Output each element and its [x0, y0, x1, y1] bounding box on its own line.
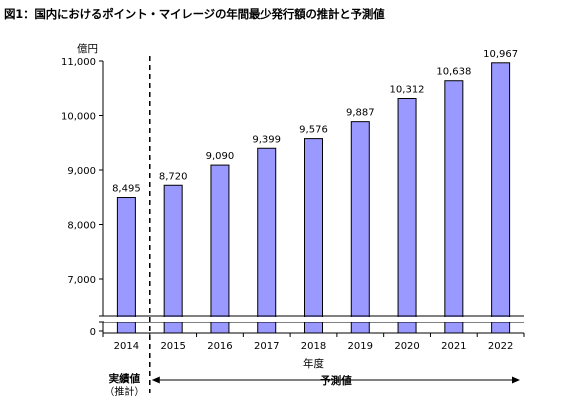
bars — [116, 62, 511, 334]
y-tick-label: 8,000 — [67, 221, 96, 232]
x-tick-label-2020: 2020 — [394, 341, 419, 352]
bar-2015 — [163, 184, 183, 334]
data-label-2014: 8,495 — [112, 184, 141, 195]
data-label-2021: 10,638 — [436, 67, 471, 78]
x-tick-label-2014: 2014 — [114, 341, 139, 352]
y-tick-label: 9,000 — [67, 166, 96, 177]
x-axis-label: 年度 — [303, 357, 324, 370]
x-tick-label-2017: 2017 — [254, 341, 279, 352]
y-tick-label: 0 — [90, 327, 96, 338]
x-tick-label-2018: 2018 — [301, 341, 326, 352]
chart-labels: 億円 0 7,000 8,000 9,000 10,000 11,000 8,495 2014 8… — [61, 42, 518, 398]
x-tick-label-2022: 2022 — [488, 341, 513, 352]
bar-2016 — [210, 164, 230, 334]
estimate-sublabel: （推計） — [104, 385, 144, 398]
y-tick-label: 10,000 — [61, 112, 96, 123]
x-tick-label-2016: 2016 — [207, 341, 232, 352]
estimate-label: 実績値 — [109, 372, 141, 385]
bar-2014 — [116, 197, 136, 334]
data-label-2017: 9,399 — [252, 134, 281, 145]
data-label-2018: 9,576 — [299, 125, 328, 136]
bar-2020 — [397, 97, 417, 334]
bar-2019 — [350, 121, 370, 334]
bar-2022 — [491, 62, 511, 334]
y-tick-label: 11,000 — [61, 57, 96, 68]
forecast-arrow-right-head — [512, 376, 520, 384]
forecast-arrow-left-head — [151, 376, 160, 384]
data-label-2020: 10,312 — [390, 84, 425, 95]
x-tick-label-2021: 2021 — [441, 341, 466, 352]
data-label-2015: 8,720 — [159, 171, 188, 182]
x-tick-label-2019: 2019 — [348, 341, 373, 352]
data-label-2019: 9,887 — [346, 108, 375, 119]
bar-2021 — [444, 80, 464, 334]
bar-2018 — [304, 138, 323, 334]
chart-title: 図1：国内におけるポイント・マイレージの年間最少発行額の推計と予測値 — [4, 7, 385, 21]
x-tick-label-2015: 2015 — [160, 341, 185, 352]
data-label-2016: 9,090 — [206, 151, 235, 162]
y-tick-label: 7,000 — [67, 275, 96, 286]
bar-2017 — [257, 147, 277, 334]
y-axis-unit-label: 億円 — [77, 42, 98, 55]
axes — [99, 56, 525, 393]
axis-break-band — [104, 317, 524, 322]
data-label-2022: 10,967 — [483, 49, 518, 60]
